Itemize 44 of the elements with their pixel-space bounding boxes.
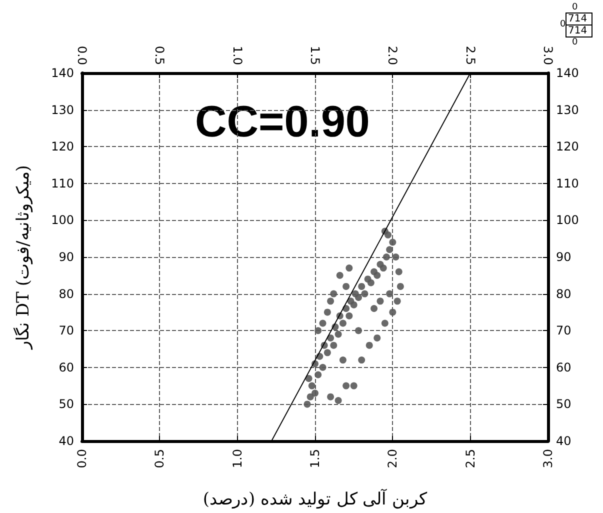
x-tick-label: 1.5 <box>308 449 322 468</box>
y-tick-label: 120 <box>51 140 74 154</box>
y2-tick-label: 70 <box>556 324 572 338</box>
y-tick-label: 40 <box>58 434 74 448</box>
y-tick-label: 140 <box>51 66 74 80</box>
text: 0 <box>560 20 566 30</box>
x2-tick-label: 2.5 <box>463 46 478 65</box>
y2-tick-label: 90 <box>556 250 572 264</box>
y2-tick-label: 100 <box>556 213 579 228</box>
y2-tick-label: 140 <box>556 66 579 80</box>
x2-tick-label: 1.0 <box>230 46 244 65</box>
y2-tick-label: 60 <box>556 360 572 374</box>
text: 714 <box>568 14 588 24</box>
y-tick-label: 80 <box>58 286 74 301</box>
y-tick-label: 50 <box>58 397 74 412</box>
annotation: CC=0.90 <box>195 98 370 146</box>
x-tick-label: 3.0 <box>541 449 555 468</box>
x-axis-title: کربن آلی کل تولید شده (درصد) <box>202 488 428 510</box>
y2-tick-label: 110 <box>556 176 579 190</box>
y-tick-label: 100 <box>51 213 74 228</box>
y2-tick-label: 50 <box>556 397 572 412</box>
y-tick-label: 130 <box>51 102 74 117</box>
y2-tick-label: 40 <box>556 434 572 448</box>
y-tick-label: 70 <box>58 324 74 338</box>
text: 714 <box>568 26 588 36</box>
x2-tick-label: 0.5 <box>152 46 167 65</box>
y-tick-label: 110 <box>51 176 74 190</box>
text: 0 <box>572 38 578 48</box>
x-tick-label: 2.5 <box>463 449 478 468</box>
y-tick-label: 90 <box>58 250 74 264</box>
x2-tick-label: 1.5 <box>308 46 322 65</box>
x2-tick-label: 0.0 <box>75 46 89 65</box>
x-tick-label: 0.5 <box>152 449 167 468</box>
text: 0 <box>572 2 578 12</box>
x2-tick-label: 2.0 <box>386 46 400 65</box>
x-tick-label: 2.0 <box>386 449 400 468</box>
x2-tick-label: 3.0 <box>541 46 555 65</box>
y2-tick-label: 130 <box>556 102 579 117</box>
y2-tick-label: 120 <box>556 140 579 154</box>
y2-tick-label: 80 <box>556 286 572 301</box>
x-tick-label: 1.0 <box>230 449 244 468</box>
y-tick-label: 60 <box>58 360 74 374</box>
x-tick-label: 0.0 <box>75 449 89 468</box>
y-axis-title: نگار DT (میکروثانیه/فوت) <box>12 165 34 350</box>
